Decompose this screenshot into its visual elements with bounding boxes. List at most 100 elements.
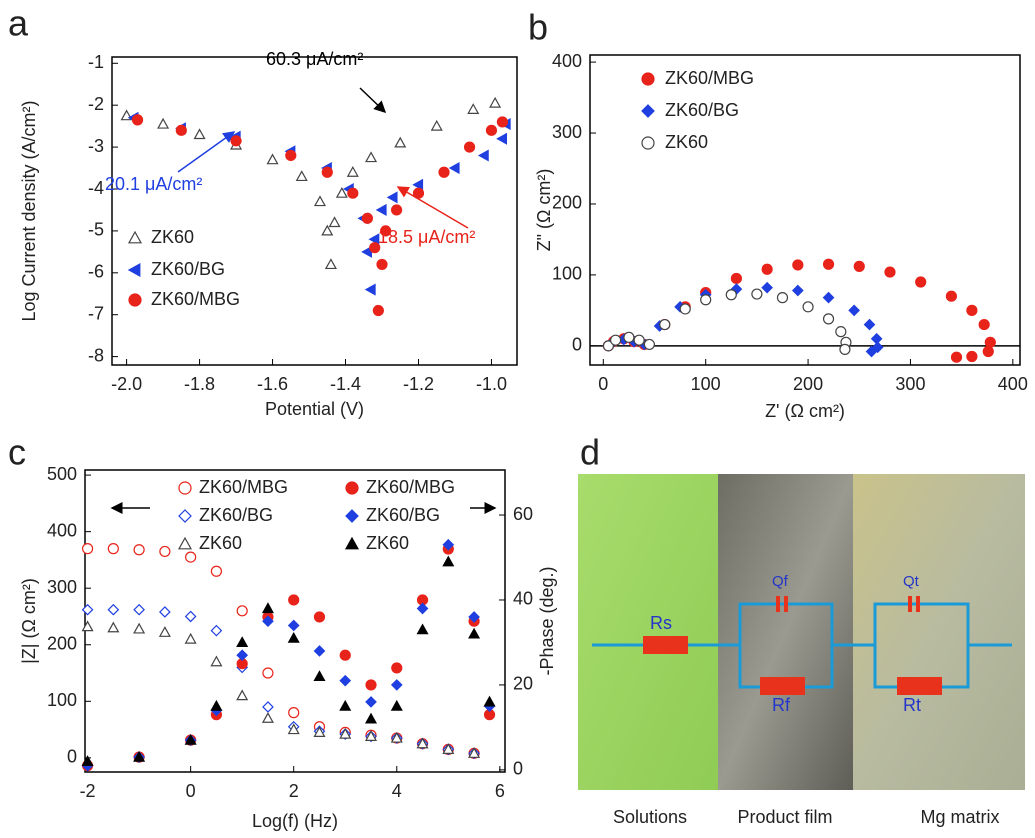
marker <box>287 723 300 735</box>
marker <box>966 304 978 316</box>
legend-label: ZK60/MBG <box>665 68 754 88</box>
marker <box>365 151 378 163</box>
x-axis-label: Potential (V) <box>265 399 364 419</box>
marker <box>177 536 193 550</box>
marker <box>633 334 645 346</box>
marker <box>485 124 498 136</box>
marker <box>390 699 403 711</box>
region-label: Solutions <box>613 807 687 827</box>
marker <box>364 730 378 741</box>
y2-axis-label: -Phase (deg.) <box>537 566 557 675</box>
marker <box>295 170 308 182</box>
marker <box>839 343 851 355</box>
legend-label: ZK60/BG <box>151 259 225 279</box>
annotation: 18.5 μA/cm² <box>378 227 475 247</box>
marker <box>623 331 635 343</box>
marker <box>865 345 878 358</box>
marker <box>335 186 348 198</box>
legend-label: ZK60/BG <box>665 100 739 120</box>
marker <box>751 288 763 300</box>
x-tick-label: 2 <box>289 781 299 801</box>
resistor <box>643 636 688 654</box>
marker <box>390 204 403 216</box>
capacitor <box>916 596 920 612</box>
y2-tick-label: 40 <box>513 589 533 609</box>
marker <box>288 707 300 719</box>
x-tick-label: 0 <box>598 374 608 394</box>
marker <box>822 258 835 270</box>
marker <box>175 124 187 136</box>
y-axis-label: |Z| (Ω cm²) <box>19 578 39 664</box>
marker <box>262 615 274 628</box>
y-axis-label: Z" (Ω cm²) <box>534 169 554 252</box>
marker <box>375 203 387 216</box>
marker <box>364 712 378 724</box>
marker <box>178 509 192 523</box>
marker <box>391 662 403 674</box>
marker <box>467 103 480 114</box>
marker <box>884 266 896 278</box>
marker <box>107 543 119 555</box>
x-tick-label: -1.0 <box>476 374 507 394</box>
marker <box>641 104 655 118</box>
marker <box>730 272 743 285</box>
panel-label: b <box>528 7 548 48</box>
annotation: 60.3 μA/cm² <box>266 49 363 69</box>
marker <box>81 603 94 616</box>
marker <box>372 304 384 317</box>
marker <box>236 649 249 662</box>
plot-frame <box>589 54 1021 366</box>
marker <box>791 284 804 297</box>
marker <box>659 318 671 331</box>
marker <box>390 731 403 743</box>
marker <box>313 645 326 657</box>
marker <box>345 509 359 523</box>
marker <box>324 258 337 270</box>
marker <box>127 230 143 244</box>
legend-label: ZK60 <box>199 533 242 553</box>
marker <box>347 187 359 199</box>
marker <box>364 283 376 296</box>
y-tick-label: 500 <box>47 464 77 484</box>
capacitor <box>908 596 912 612</box>
marker <box>761 281 773 294</box>
marker <box>157 117 170 129</box>
marker <box>133 544 145 556</box>
marker <box>262 667 274 679</box>
legend-label: ZK60/MBG <box>151 289 240 309</box>
marker <box>835 326 847 338</box>
marker <box>802 301 814 313</box>
y-tick-label: 400 <box>552 51 582 71</box>
region-label: Mg matrix <box>920 807 999 827</box>
marker <box>339 727 352 739</box>
marker <box>339 649 351 661</box>
region-label: Product film <box>737 807 832 827</box>
plot-frame <box>111 56 518 366</box>
marker <box>236 605 248 617</box>
x-tick-label: 6 <box>495 781 505 801</box>
marker <box>950 351 963 363</box>
y-tick-label: -2 <box>88 94 104 114</box>
marker <box>442 743 455 754</box>
y-tick-label: -5 <box>88 220 104 240</box>
x-tick-label: 4 <box>392 781 402 801</box>
marker <box>184 733 197 745</box>
y-tick-label: 300 <box>552 122 582 142</box>
marker <box>288 594 300 606</box>
legend-label: ZK60 <box>665 132 708 152</box>
marker <box>496 116 509 128</box>
y-tick-label: 100 <box>47 690 77 710</box>
marker <box>982 345 994 358</box>
x-tick-label: -1.4 <box>330 374 361 394</box>
marker <box>380 225 392 237</box>
y-tick-label: -8 <box>88 345 104 365</box>
marker <box>107 603 120 616</box>
marker <box>792 259 804 271</box>
marker <box>416 737 429 749</box>
x-tick-label: -1.2 <box>403 374 434 394</box>
legend-label: ZK60/MBG <box>199 477 288 497</box>
y-tick-label: 400 <box>47 520 77 540</box>
x-tick-label: -1.6 <box>257 374 288 394</box>
y-tick-label: -6 <box>88 262 104 282</box>
panel-label: d <box>580 432 600 473</box>
